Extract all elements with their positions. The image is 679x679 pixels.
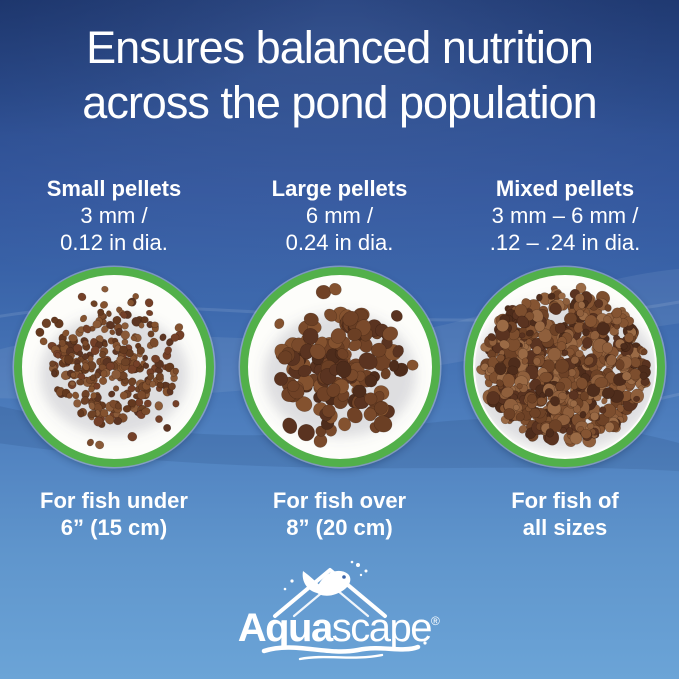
mixed-pellets-caption-line-1: For fish of <box>511 488 619 513</box>
small-pellets-diameter: 0.12 in dia. <box>60 230 168 255</box>
small-pellets-image <box>35 285 188 450</box>
small-pellets-size: 3 mm / <box>80 203 148 228</box>
aquascape-logo: Aquascape® <box>237 560 441 661</box>
pellet-columns: Small pellets 3 mm / 0.12 in dia. For fi… <box>0 175 679 541</box>
registered-trademark-symbol: ® <box>430 614 439 628</box>
mixed-pellets-diameter: .12 – .24 in dia. <box>489 230 641 255</box>
mixed-pellets-caption-line-2: all sizes <box>522 515 608 540</box>
small-pellets-heading: Small pellets <box>46 176 182 201</box>
headline-line-2: across the pond population <box>82 77 597 129</box>
mixed-pellets-size: 3 mm – 6 mm / <box>491 203 639 228</box>
mixed-pellets-caption: For fish of all sizes <box>456 487 674 541</box>
mixed-pellets-image <box>475 282 655 452</box>
large-pellets-header: Large pellets 6 mm / 0.24 in dia. <box>231 175 449 256</box>
small-pellets-caption: For fish under 6” (15 cm) <box>5 487 223 541</box>
headline: Ensures balanced nutrition across the po… <box>0 20 679 131</box>
logo-wordmark-light: scape <box>331 606 430 650</box>
large-pellets-size: 6 mm / <box>305 203 374 228</box>
large-pellets-image <box>263 282 418 448</box>
column-small-pellets: Small pellets 3 mm / 0.12 in dia. For fi… <box>5 175 223 541</box>
mixed-pellets-header: Mixed pellets 3 mm – 6 mm / .12 – .24 in… <box>456 175 674 256</box>
column-large-pellets: Large pellets 6 mm / 0.24 in dia. For fi… <box>231 175 449 541</box>
logo-wave-icon <box>261 641 427 661</box>
headline-line-1: Ensures balanced nutrition <box>86 22 594 73</box>
large-pellets-heading: Large pellets <box>271 176 408 201</box>
small-pellets-photo <box>14 267 214 467</box>
small-pellets-caption-line-1: For fish under <box>40 488 188 513</box>
logo-wordmark: Aquascape® <box>237 606 439 650</box>
column-mixed-pellets: Mixed pellets 3 mm – 6 mm / .12 – .24 in… <box>456 175 674 541</box>
small-pellets-header: Small pellets 3 mm / 0.12 in dia. <box>5 175 223 256</box>
large-pellets-diameter: 0.24 in dia. <box>285 230 394 255</box>
large-pellets-caption-line-2: 8” (20 cm) <box>286 515 393 540</box>
small-pellets-caption-line-2: 6” (15 cm) <box>60 515 168 540</box>
large-pellets-caption: For fish over 8” (20 cm) <box>231 487 449 541</box>
large-pellets-photo <box>239 267 440 467</box>
mixed-pellets-heading: Mixed pellets <box>495 176 635 201</box>
logo-wordmark-bold: Aqua <box>237 606 333 650</box>
mixed-pellets-photo <box>465 267 665 467</box>
large-pellets-caption-line-1: For fish over <box>272 488 407 513</box>
logo-mountain-koi-icon <box>272 560 387 618</box>
